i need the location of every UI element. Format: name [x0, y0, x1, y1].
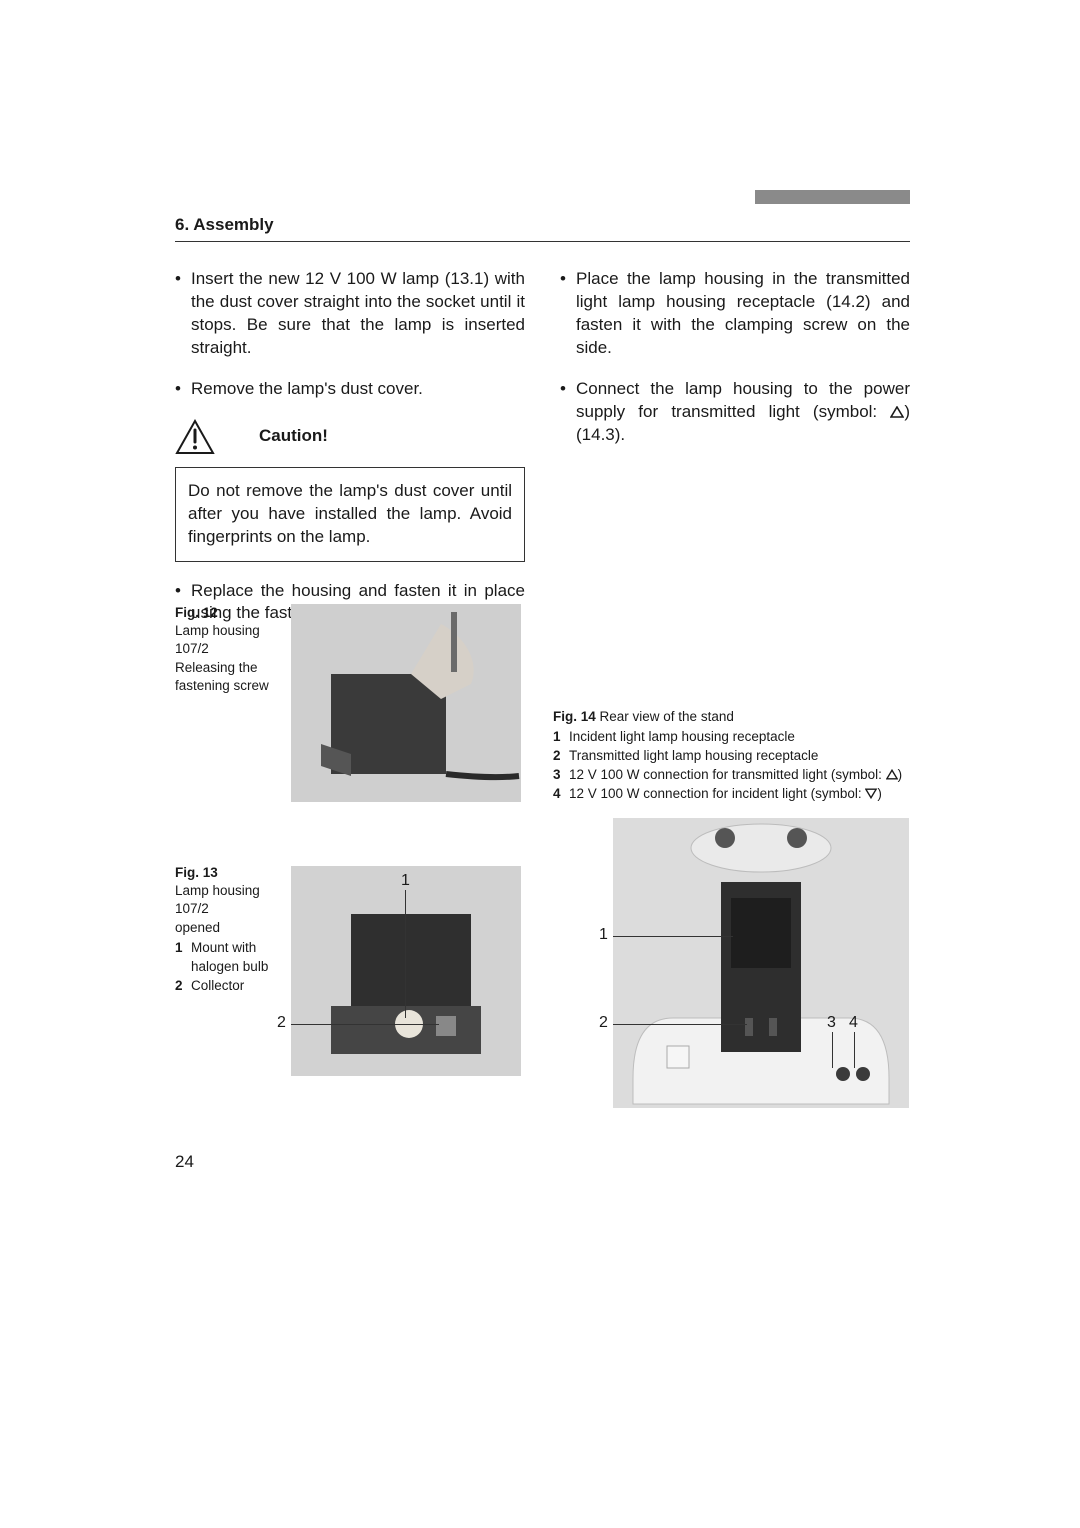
content-columns: • Insert the new 12 V 100 W lamp (13.1) … [175, 268, 910, 643]
fig12-line3: fastening screw [175, 678, 269, 693]
bullet-text: Connect the lamp housing to the power su… [576, 378, 910, 447]
fig14-legend4-post: ) [877, 786, 882, 801]
bullet-insert-lamp: • Insert the new 12 V 100 W lamp (13.1) … [175, 268, 525, 360]
fig13-callout-1: 1 [401, 872, 410, 890]
right-column: • Place the lamp housing in the transmit… [560, 268, 910, 643]
triangle-up-icon [886, 769, 898, 780]
fig13-legend2-num: 2 [175, 977, 191, 996]
fig14-legend3-post: ) [898, 767, 903, 782]
fig13-legend1-l1: Mount with [191, 940, 256, 955]
fig14-image: 1 2 3 4 [613, 818, 909, 1108]
fig14-callout-3: 3 [827, 1014, 836, 1032]
fig13-caption-block: Fig. 13 Lamp housing 107/2 opened 1 Moun… [175, 864, 287, 996]
fig14-legend1-text: Incident light lamp housing receptacle [569, 728, 923, 747]
fig13-line2: opened [175, 920, 220, 935]
fig12-line2: Releasing the [175, 660, 258, 675]
bullet-text-pre: Connect the lamp housing to the power su… [576, 379, 910, 421]
fig14-caption-block: Fig. 14 Rear view of the stand 1Incident… [553, 708, 923, 804]
triangle-up-icon [890, 406, 904, 418]
fig14-title: Rear view of the stand [596, 709, 734, 724]
fig14-callout-3-line [832, 1032, 833, 1068]
header-gray-bar [755, 190, 910, 204]
fig14-callout-2-line [613, 1024, 747, 1025]
fig13-legend1-text: Mount with halogen bulb [191, 939, 287, 977]
caution-header: Caution! [175, 419, 525, 455]
fig14-callout-1: 1 [599, 926, 608, 944]
page-number: 24 [175, 1152, 194, 1172]
fig14-legend1-num: 1 [553, 728, 569, 747]
fig13-image: 1 2 [291, 866, 521, 1076]
bullet-text: Place the lamp housing in the transmitte… [576, 268, 910, 360]
fig14-legend4-num: 4 [553, 785, 569, 804]
fig12-caption: Fig. 12 Lamp housing 107/2 Releasing the… [175, 604, 295, 695]
fig13-legend2-text: Collector [191, 977, 287, 996]
fig13-callout-1-line [405, 890, 406, 1018]
fig14-legend4-pre: 12 V 100 W connection for incident light… [569, 786, 865, 801]
fig13-legend1-l2: halogen bulb [191, 959, 268, 974]
fig14-callout-1-line [613, 936, 733, 937]
bullet-text: Insert the new 12 V 100 W lamp (13.1) wi… [191, 268, 525, 360]
bullet-text: Remove the lamp's dust cover. [191, 378, 525, 401]
fig13-line1: Lamp housing 107/2 [175, 883, 260, 916]
fig14-legend3-text: 12 V 100 W connection for transmitted li… [569, 766, 923, 785]
fig14-legend4-text: 12 V 100 W connection for incident light… [569, 785, 923, 804]
fig12-line1: Lamp housing 107/2 [175, 623, 260, 656]
fig13-legend1-num: 1 [175, 939, 191, 977]
fig14-callout-4: 4 [849, 1014, 858, 1032]
caution-triangle-icon [175, 419, 215, 455]
fig14-legend2-num: 2 [553, 747, 569, 766]
bullet-remove-cover: • Remove the lamp's dust cover. [175, 378, 525, 401]
fig13-callout-2-line [291, 1024, 439, 1025]
fig12-number: Fig. 12 [175, 605, 218, 620]
fig13-callout-2: 2 [277, 1014, 286, 1032]
left-column: • Insert the new 12 V 100 W lamp (13.1) … [175, 268, 525, 643]
caution-label: Caution! [259, 425, 328, 448]
section-title: 6. Assembly [175, 215, 910, 242]
fig14-number: Fig. 14 [553, 709, 596, 724]
bullet-dot: • [175, 268, 191, 360]
fig14-legend3-num: 3 [553, 766, 569, 785]
fig13-number: Fig. 13 [175, 865, 218, 880]
fig12-image [291, 604, 521, 802]
fig14-illustration [613, 818, 909, 1108]
bullet-connect-power: • Connect the lamp housing to the power … [560, 378, 910, 447]
bullet-dot: • [560, 268, 576, 360]
triangle-down-icon [865, 788, 877, 799]
fig14-callout-2: 2 [599, 1014, 608, 1032]
fig14-legend3-pre: 12 V 100 W connection for transmitted li… [569, 767, 886, 782]
bullet-place-housing: • Place the lamp housing in the transmit… [560, 268, 910, 360]
fig14-callout-4-line [854, 1032, 855, 1068]
bullet-dot: • [560, 378, 576, 447]
bullet-dot: • [175, 378, 191, 401]
caution-box: Do not remove the lamp's dust cover unti… [175, 467, 525, 562]
fig14-legend2-text: Transmitted light lamp housing receptacl… [569, 747, 923, 766]
fig13-illustration [291, 866, 521, 1076]
fig12-illustration [291, 604, 521, 802]
